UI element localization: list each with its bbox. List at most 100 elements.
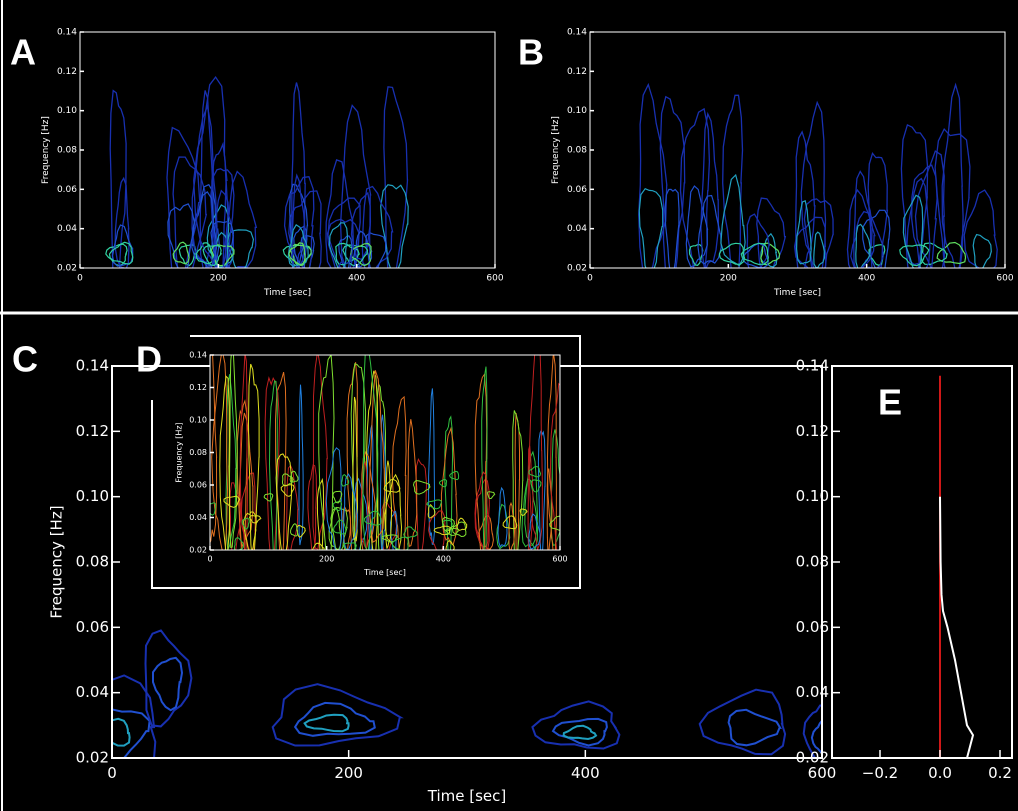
contour-line xyxy=(412,479,431,495)
contour-line xyxy=(474,479,490,550)
y-tick-label: 0.06 xyxy=(57,185,77,195)
contour-line xyxy=(228,355,238,549)
contour-line xyxy=(502,515,518,530)
contour-line xyxy=(350,242,372,267)
contour-line xyxy=(551,717,608,747)
y-tick-label: 0.04 xyxy=(189,513,207,522)
contour-line xyxy=(549,382,560,550)
x-tick-label: 200 xyxy=(720,274,737,284)
contour-line xyxy=(445,540,455,550)
contour-line xyxy=(638,187,664,268)
contour-line xyxy=(210,243,235,267)
contour-line xyxy=(900,123,929,268)
contour-line xyxy=(531,700,621,750)
contour-line xyxy=(530,479,542,493)
contour-line xyxy=(223,495,241,508)
contour-line xyxy=(112,717,131,747)
contour-line xyxy=(391,536,409,550)
contour-line xyxy=(332,519,347,535)
contour-line xyxy=(233,537,245,550)
contour-line xyxy=(795,130,816,268)
contour-line xyxy=(546,355,557,550)
contour-line xyxy=(528,513,541,550)
contour-line xyxy=(718,242,746,265)
y-tick-label: 0.14 xyxy=(76,357,109,375)
y-axis-label: Frequency [Hz] xyxy=(48,505,66,618)
contour-line xyxy=(562,724,598,741)
contour-line xyxy=(444,415,454,550)
contour-line xyxy=(239,355,249,550)
contour-line xyxy=(293,225,308,268)
contour-line xyxy=(914,150,946,268)
y-tick-label: 0.10 xyxy=(76,487,109,505)
contour-line xyxy=(428,388,436,545)
x-tick-label: 600 xyxy=(486,274,503,284)
contour-line xyxy=(963,189,998,268)
contour-line xyxy=(433,525,451,536)
y-tick-label: 0.06 xyxy=(76,618,109,636)
contour-line xyxy=(760,242,781,266)
contour-line xyxy=(795,199,812,265)
contour-line xyxy=(325,447,343,550)
contour-line xyxy=(449,470,460,481)
panel-letter: D xyxy=(136,339,162,380)
contour-line xyxy=(727,708,782,747)
contour-line xyxy=(700,111,720,268)
contour-line xyxy=(679,107,711,268)
y-tick-label: 0.02 xyxy=(796,749,829,767)
contour-line xyxy=(722,94,744,268)
y-tick-label: 0.12 xyxy=(567,67,587,77)
contour-line xyxy=(195,242,213,265)
contour-line xyxy=(936,241,967,265)
contour-line xyxy=(316,477,325,550)
plot-content xyxy=(638,82,998,268)
y-tick-label: 0.14 xyxy=(189,351,207,360)
y-tick-label: 0.14 xyxy=(567,28,587,38)
contour-line xyxy=(109,89,127,268)
contour-line xyxy=(383,479,401,493)
contour-line xyxy=(911,164,938,268)
contour-line xyxy=(381,501,398,550)
panel-letter: C xyxy=(12,339,38,380)
contour-line xyxy=(528,465,542,478)
contour-line xyxy=(906,177,931,268)
contour-line xyxy=(152,656,184,712)
y-tick-label: 0.10 xyxy=(567,106,587,116)
contour-line xyxy=(286,464,299,550)
contour-line xyxy=(343,542,357,550)
contour-line xyxy=(288,190,322,268)
contour-line xyxy=(211,355,229,550)
x-tick-label: 200 xyxy=(210,274,227,284)
contour-line xyxy=(527,445,534,550)
contour-line xyxy=(365,232,388,268)
contour-line xyxy=(426,499,442,510)
contour-line xyxy=(274,371,287,550)
panel-letter: B xyxy=(518,32,544,73)
contour-line xyxy=(698,688,787,756)
contour-line xyxy=(307,463,318,550)
plot-content xyxy=(210,355,560,550)
x-tick-label: 0 xyxy=(107,764,117,782)
y-tick-label: 0.14 xyxy=(57,28,77,38)
y-tick-label: 0.12 xyxy=(76,422,109,440)
contour-line xyxy=(380,184,409,268)
contour-line xyxy=(803,198,834,268)
contour-line xyxy=(802,704,822,758)
inset-frame xyxy=(151,335,581,589)
contour-line xyxy=(664,188,680,268)
contour-line xyxy=(756,197,787,268)
x-tick-label: −0.2 xyxy=(862,764,898,782)
panels: 0.02 0.04 0.06 0.08 0.10 0.12 0.14 0 200 400 600 Ti… xyxy=(10,28,1014,806)
contour-line xyxy=(303,713,350,733)
contour-line xyxy=(524,450,539,550)
contour-line xyxy=(406,419,418,548)
x-axis-label: Time [sec] xyxy=(363,568,406,577)
contour-line xyxy=(720,173,746,267)
y-tick-label: 0.04 xyxy=(567,224,587,234)
x-tick-label: 600 xyxy=(808,764,837,782)
contour-line xyxy=(275,453,293,550)
x-tick-label: 0.2 xyxy=(988,764,1012,782)
y-tick-label: 0.06 xyxy=(567,185,587,195)
